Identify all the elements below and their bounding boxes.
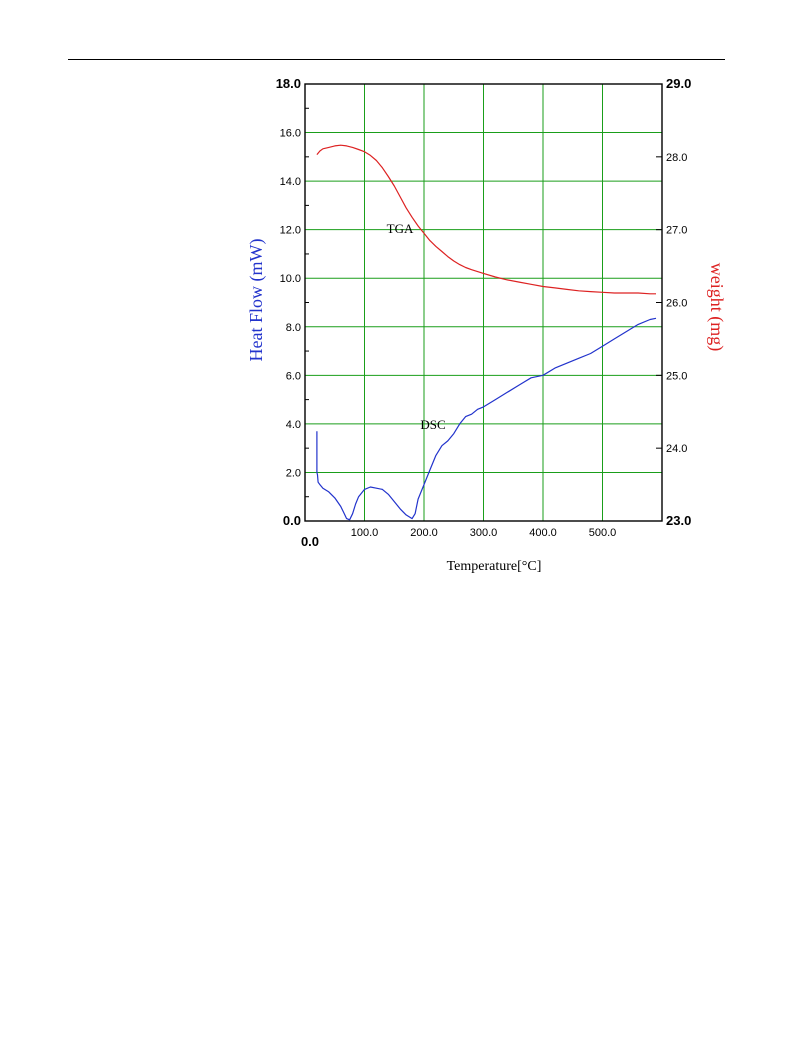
tga-dsc-chart: 0.0 2.0 4.0 6.0 8.0 10.0 12.0 14.0 16.0 18.0 23.0 2… [246,76,727,574]
labels: 0.0 2.0 4.0 6.0 8.0 10.0 12.0 14.0 16.0 18.0 23.0 2… [276,76,692,539]
left-tick-label: 0.0 [283,513,301,528]
right-tick-label: 24.0 [666,443,687,455]
left-tick-label: 18.0 [276,76,301,91]
left-tick-label: 12.0 [280,225,301,237]
right-tick-label: 23.0 [666,513,691,528]
x-tick-label: 300.0 [470,527,498,539]
left-tick-label: 4.0 [286,419,301,431]
left-tick-label: 10.0 [280,273,301,285]
right-tick-label: 28.0 [666,152,687,164]
grid [305,84,662,521]
right-tick-label: 25.0 [666,370,687,382]
left-tick-label: 14.0 [280,176,301,188]
left-y-axis-label: Heat Flow (mW) [246,239,267,362]
page-header-rule [68,59,725,60]
right-tick-label: 26.0 [666,298,687,310]
series [316,144,657,521]
right-y-axis-label: weight (mg) [706,263,727,351]
tga-line [316,144,656,295]
left-tick-label: 16.0 [280,128,301,140]
right-tick-label: 27.0 [666,225,687,237]
x-tick-label: 100.0 [351,527,379,539]
left-tick-label: 2.0 [286,467,301,479]
axes [304,83,663,522]
dsc-line [316,317,657,521]
x-origin-label: 0.0 [301,534,319,549]
left-tick-label: 6.0 [286,370,301,382]
left-tick-label: 8.0 [286,322,301,334]
right-tick-label: 29.0 [666,76,691,91]
x-tick-label: 400.0 [529,527,557,539]
dsc-annotation: DSC [420,417,445,432]
x-tick-label: 500.0 [589,527,617,539]
x-axis-label: Temperature[°C] [447,559,542,574]
tga-annotation: TGA [387,221,414,236]
x-tick-label: 200.0 [410,527,438,539]
